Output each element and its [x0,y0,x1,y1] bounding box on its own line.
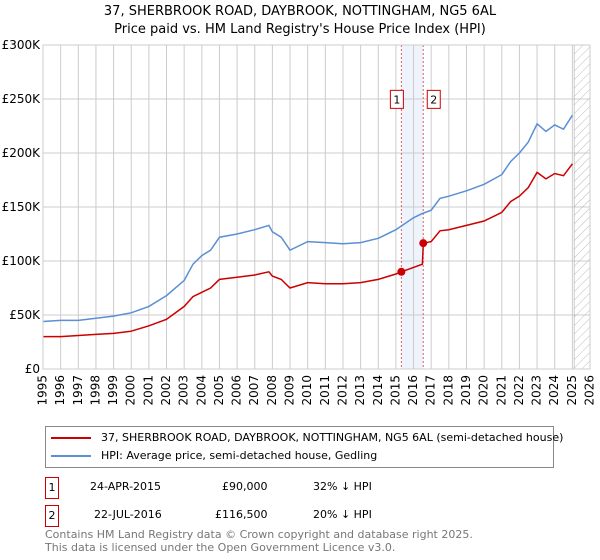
legend: 37, SHERBROOK ROAD, DAYBROOK, NOTTINGHAM… [45,426,563,468]
transaction-row: 1 24-APR-2015 £90,000 32% ↓ HPI [45,477,445,499]
legend-label: HPI: Average price, semi-detached house,… [101,449,378,462]
x-tick-label: 2014 [371,375,385,406]
sale-label: 1 [393,93,400,106]
y-tick-label: £200K [2,146,42,160]
x-tick-label: 2005 [212,375,226,406]
transaction-hpi: 32% ↓ HPI [313,480,372,493]
x-tick-label: 2013 [353,375,367,406]
transaction-date: 24-APR-2015 [90,480,162,493]
x-tick-label: 2019 [459,375,473,406]
y-tick-label: £250K [2,92,42,106]
x-tick-label: 1997 [71,375,85,406]
y-tick-label: £150K [2,200,42,214]
plot-border [42,44,591,370]
x-tick-label: 2015 [388,375,402,406]
x-tick-label: 2011 [318,375,332,406]
x-tick-label: 2007 [247,375,261,406]
legend-label: 37, SHERBROOK ROAD, DAYBROOK, NOTTINGHAM… [101,431,564,444]
x-tick-label: 2021 [494,375,508,406]
y-tick-label: £0 [25,362,40,376]
chart-subtitle: Price paid vs. HM Land Registry's House … [114,22,486,37]
x-tick-label: 2017 [424,375,438,406]
x-tick-label: 2006 [230,375,244,406]
y-tick-label: £50K [9,308,41,322]
transaction-price: £90,000 [222,480,268,493]
legend-swatch [51,436,91,439]
legend-item-hpi: HPI: Average price, semi-detached house,… [51,449,377,462]
transaction-price: £116,500 [215,508,268,521]
y-tick-label: £300K [2,38,42,52]
footer-line: Contains HM Land Registry data © Crown c… [45,528,473,541]
x-tick-label: 2003 [177,375,191,406]
x-tick-label: 1999 [106,375,120,406]
hpi-line [42,114,574,323]
x-tick-label: 2024 [547,375,561,406]
x-tick-label: 2010 [300,375,314,406]
chart-plot: 1995 1996 1997 1998 1999 2000 2001 2002 2003 2004… [2,38,597,406]
sale-label-box [426,89,441,109]
sale-label-box [389,89,404,109]
x-tick-label: 2020 [477,375,491,406]
chart-title: 37, SHERBROOK ROAD, DAYBROOK, NOTTINGHAM… [103,4,497,19]
transaction-date: 22-JUL-2016 [94,508,162,521]
x-tick-label: 1995 [36,375,50,406]
transaction-badge: 2 [45,505,59,527]
x-tick-label: 2016 [406,375,420,406]
sale-point [397,267,406,276]
legend-item-property: 37, SHERBROOK ROAD, DAYBROOK, NOTTINGHAM… [51,431,563,444]
transaction-hpi: 20% ↓ HPI [313,508,372,521]
footer-line: This data is licensed under the Open Gov… [45,541,396,554]
x-tick-label: 2018 [441,375,455,406]
property-price-line [43,163,574,338]
x-tick-label: 2008 [265,375,279,406]
sale-label: 2 [430,93,437,106]
x-tick-label: 2012 [335,375,349,406]
x-tick-label: 2001 [141,375,155,406]
forecast-hatch [573,44,591,370]
x-tick-label: 2009 [283,375,297,406]
x-tick-label: 1998 [88,375,102,406]
x-tick-label: 2000 [124,375,138,406]
sale-point [419,239,428,248]
x-tick-label: 2026 [583,375,597,406]
transaction-row: 2 22-JUL-2016 £116,500 20% ↓ HPI [45,505,445,527]
x-tick-label: 2004 [194,375,208,406]
legend-swatch [51,454,91,457]
x-tick-label: 1996 [53,375,67,406]
x-tick-label: 2023 [530,375,544,406]
x-tick-label: 2002 [159,375,173,406]
footer: Contains HM Land Registry data © Crown c… [45,528,473,554]
x-tick-label: 2022 [512,375,526,406]
y-tick-label: £100K [2,254,42,268]
x-tick-label: 2025 [565,375,579,406]
transaction-badge: 1 [45,477,59,499]
